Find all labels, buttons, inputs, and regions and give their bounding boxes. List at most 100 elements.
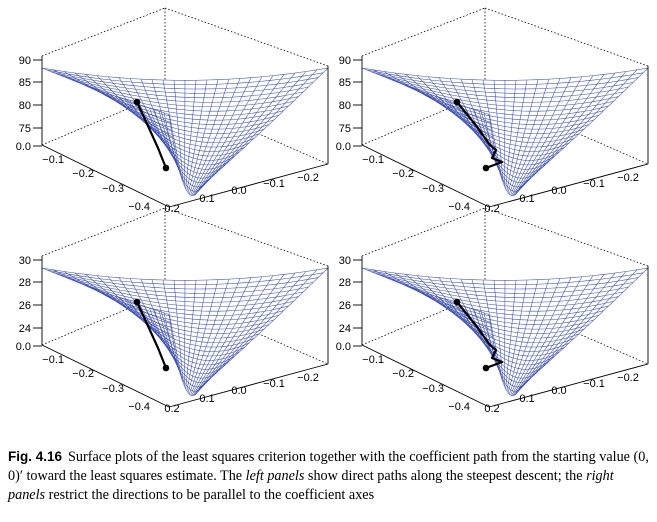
mesh-line-v [162, 279, 183, 380]
y-tick-label: 0.0 [551, 185, 566, 197]
mesh-line-v [438, 277, 498, 363]
y-tick-label: −0.2 [297, 372, 319, 384]
caption-start-value: (0, 0)′ [8, 449, 649, 484]
surface-plots: 90 85 80 75 0.0 −0.1 −0.2 −0.3 −0.4 0.2 0.1 0.0 −0.1… [16, 7, 649, 415]
y-tick-label: 0.2 [484, 203, 499, 215]
mesh-line-v [361, 67, 490, 115]
path-end-point [162, 164, 170, 172]
mesh-line-v [191, 277, 252, 396]
z-tick-label: 85 [19, 77, 31, 89]
frame-back-right [484, 7, 649, 67]
frame-back-top [361, 7, 486, 57]
mesh-line-v [361, 267, 490, 315]
z-tick-label: 0.0 [336, 341, 351, 353]
mesh-line-v [438, 77, 498, 163]
z-tick-label: 0.0 [336, 141, 351, 153]
mesh-line-v [511, 277, 572, 396]
mesh-line-v [493, 280, 504, 384]
panel-top-right: 90 85 80 75 0.0 −0.1 −0.2 −0.3 −0.4 0.2 0.1 0.0 −0.1… [336, 7, 649, 215]
surface-mesh [361, 267, 649, 396]
mesh-line-v [427, 76, 497, 157]
mesh-line-v [190, 278, 241, 396]
mesh-line-v [504, 80, 506, 187]
z-tick-label: 26 [339, 300, 351, 312]
surface-mesh [361, 67, 649, 196]
path-start-point [453, 98, 461, 106]
y-tick-label: −0.2 [297, 172, 319, 184]
mesh-line-v [196, 272, 296, 394]
z-tick-label: 90 [339, 55, 351, 67]
y-tick-label: −0.1 [263, 178, 285, 190]
mesh-line-v [512, 276, 583, 396]
mesh-line-v [509, 79, 550, 195]
mesh-line-v [41, 67, 170, 115]
frame-base-front [361, 344, 490, 408]
mesh-line-v [505, 280, 517, 389]
mesh-line-v [186, 79, 208, 192]
mesh-line-v [196, 72, 296, 194]
path-start-point [453, 298, 461, 306]
mesh-line-v [372, 269, 491, 323]
mesh-line-v [173, 80, 184, 184]
y-tick-label: 0.1 [199, 193, 214, 205]
z-tick-label: 24 [19, 323, 31, 335]
frame-base-front [41, 344, 170, 408]
x-tick-label: −0.3 [422, 383, 444, 395]
mesh-line-v [199, 267, 329, 388]
z-tick-label: 80 [339, 100, 351, 112]
y-tick-label: −0.1 [583, 178, 605, 190]
mesh-line-v [507, 79, 539, 193]
mesh-line-v [507, 279, 539, 393]
y-tick-label: −0.1 [263, 378, 285, 390]
figure-label: Fig. 4.16 [8, 449, 63, 464]
frame-back-top [41, 7, 166, 57]
mesh-line-v [129, 78, 179, 168]
z-tick-label: 85 [339, 77, 351, 89]
frame-base-right [168, 163, 329, 208]
mesh-line-v [52, 69, 171, 123]
caption-right-panels: right panels [8, 468, 614, 503]
mesh-line-v [197, 271, 307, 393]
y-tick-label: 0.2 [164, 403, 179, 415]
mesh-line-v [199, 67, 329, 188]
mesh-line-v [519, 267, 649, 388]
mesh-line-v [195, 274, 285, 395]
mesh-line-u [168, 314, 201, 396]
mesh-line-v [190, 78, 241, 196]
coefficient-path [136, 101, 168, 169]
mesh-line-v [96, 75, 176, 151]
mesh-line-v [173, 280, 184, 384]
mesh-line-v [187, 279, 219, 393]
x-tick-label: −0.2 [392, 168, 414, 180]
mesh-line-v [96, 275, 176, 351]
mesh-line-v [140, 79, 180, 172]
x-tick-label: −0.1 [42, 354, 64, 366]
mesh-line-v [118, 277, 178, 363]
frame-back-base-left [361, 292, 486, 346]
frame-base-front [361, 144, 490, 208]
mesh-line-v [515, 74, 605, 195]
mesh-line-v [140, 279, 180, 372]
path-end-point [482, 364, 490, 372]
mesh-line-v [107, 276, 177, 357]
y-tick-label: 0.1 [519, 193, 534, 205]
mesh-line-v [504, 280, 506, 387]
x-tick-label: −0.3 [102, 383, 124, 395]
mesh-line-v [519, 67, 649, 188]
z-tick-label: 0.0 [16, 141, 31, 153]
y-tick-label: −0.1 [583, 378, 605, 390]
caption-text-2: toward the least squares estimate. The [22, 468, 246, 484]
mesh-line-v [107, 76, 177, 157]
panel-bottom-right: 30 28 26 24 0.0 −0.1 −0.2 −0.3 −0.4 0.2 0.1 0.0 −0.1… [336, 207, 649, 415]
x-tick-label: −0.3 [102, 183, 124, 195]
z-tick-label: 90 [19, 55, 31, 67]
y-tick-label: 0.0 [231, 385, 246, 397]
z-tick-label: 28 [19, 277, 31, 289]
path-end-point [162, 364, 170, 372]
mesh-line-v [513, 75, 594, 196]
mesh-line-v [118, 77, 178, 163]
mesh-line-v [41, 267, 170, 315]
mesh-line-v [427, 276, 497, 357]
frame-base-right [168, 363, 329, 408]
y-tick-label: 0.2 [164, 203, 179, 215]
